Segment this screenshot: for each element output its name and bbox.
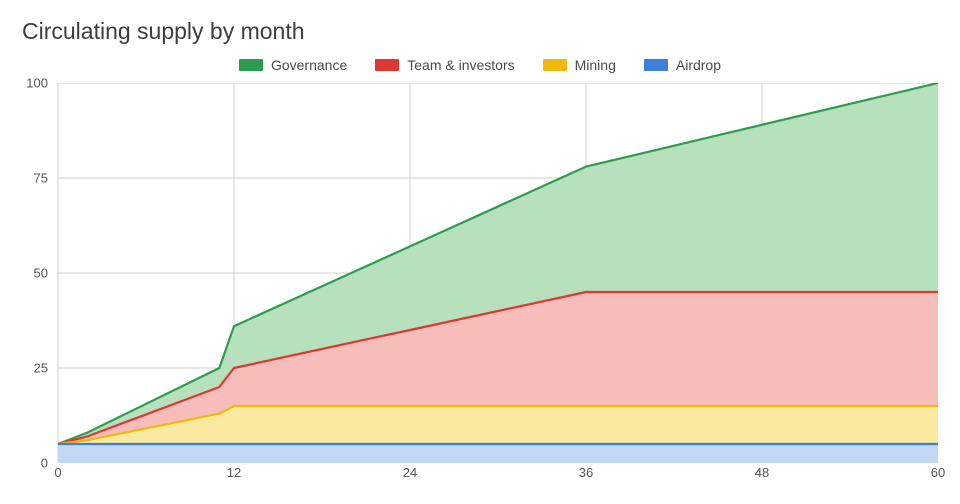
legend-swatch-mining bbox=[543, 59, 567, 71]
legend-label-mining: Mining bbox=[575, 57, 616, 73]
legend-item-mining: Mining bbox=[543, 57, 616, 73]
x-tick-label: 0 bbox=[54, 465, 61, 480]
legend-label-governance: Governance bbox=[271, 57, 347, 73]
chart-svg bbox=[22, 83, 938, 463]
y-axis: 0255075100 bbox=[20, 83, 56, 463]
x-tick-label: 12 bbox=[227, 465, 241, 480]
legend-label-airdrop: Airdrop bbox=[676, 57, 721, 73]
legend-item-team-investors: Team & investors bbox=[375, 57, 514, 73]
y-tick-label: 25 bbox=[34, 361, 48, 376]
y-tick-label: 100 bbox=[26, 76, 48, 91]
legend-swatch-team-investors bbox=[375, 59, 399, 71]
legend-label-team-investors: Team & investors bbox=[407, 57, 514, 73]
area-airdrop bbox=[58, 444, 938, 463]
x-tick-label: 24 bbox=[403, 465, 417, 480]
x-tick-label: 36 bbox=[579, 465, 593, 480]
chart-container: Circulating supply by month Governance T… bbox=[0, 0, 960, 504]
y-tick-label: 0 bbox=[41, 456, 48, 471]
legend-swatch-governance bbox=[239, 59, 263, 71]
legend-swatch-airdrop bbox=[644, 59, 668, 71]
legend-item-governance: Governance bbox=[239, 57, 347, 73]
chart-title: Circulating supply by month bbox=[22, 18, 938, 45]
x-tick-label: 48 bbox=[755, 465, 769, 480]
plot-area: 0255075100 01224364860 bbox=[22, 83, 938, 463]
legend: Governance Team & investors Mining Airdr… bbox=[22, 57, 938, 73]
y-tick-label: 75 bbox=[34, 171, 48, 186]
legend-item-airdrop: Airdrop bbox=[644, 57, 721, 73]
y-tick-label: 50 bbox=[34, 266, 48, 281]
x-tick-label: 60 bbox=[931, 465, 945, 480]
x-axis: 01224364860 bbox=[58, 465, 938, 485]
